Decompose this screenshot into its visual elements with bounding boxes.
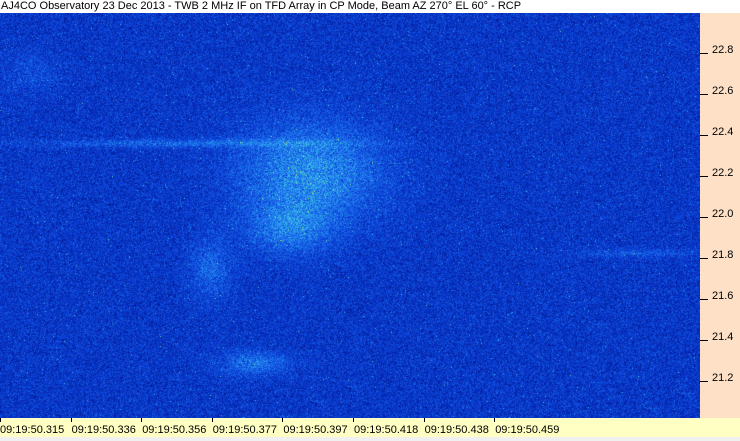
spectrogram-heatmap xyxy=(0,13,700,418)
y-tick-label: 21.4 xyxy=(712,331,734,343)
x-tick-label: 09:19:50.438 xyxy=(424,424,489,436)
x-tick xyxy=(211,418,213,422)
y-tick xyxy=(700,53,708,54)
x-tick-label: 09:19:50.315 xyxy=(0,424,65,436)
y-tick-label: 22.4 xyxy=(712,126,734,138)
y-tick-label: 22.6 xyxy=(712,85,734,97)
y-tick xyxy=(700,135,708,136)
y-tick xyxy=(700,217,708,218)
x-tick xyxy=(141,418,143,422)
x-tick-label: 09:19:50.397 xyxy=(283,424,348,436)
y-tick xyxy=(700,381,708,382)
y-tick-label: 22.2 xyxy=(712,167,734,179)
x-tick-label: 09:19:50.459 xyxy=(495,424,560,436)
x-tick xyxy=(0,418,1,422)
x-tick xyxy=(70,418,72,422)
x-tick-label: 09:19:50.336 xyxy=(71,424,136,436)
x-tick-label: 09:19:50.356 xyxy=(142,424,207,436)
x-tick xyxy=(282,418,284,422)
frequency-axis: 22.8 22.6 22.4 22.2 22.0 21.8 21.6 21.4 21.2 xyxy=(700,13,740,418)
y-tick-label: 22.8 xyxy=(712,44,734,56)
y-tick-label: 21.6 xyxy=(712,290,734,302)
y-tick-label: 21.8 xyxy=(712,249,734,261)
y-tick xyxy=(700,176,708,177)
time-axis: 09:19:50.315 09:19:50.336 09:19:50.356 09:1… xyxy=(0,418,740,437)
y-tick-label: 22.0 xyxy=(712,208,734,220)
y-tick xyxy=(700,258,708,259)
chart-title: AJ4CO Observatory 23 Dec 2013 - TWB 2 MH… xyxy=(0,0,740,13)
x-tick xyxy=(353,418,354,422)
x-tick xyxy=(423,418,425,422)
y-tick xyxy=(700,299,708,300)
x-tick-label: 09:19:50.418 xyxy=(354,424,419,436)
y-tick-label: 21.2 xyxy=(712,372,734,384)
x-tick xyxy=(494,418,496,422)
y-tick xyxy=(700,340,708,341)
y-tick xyxy=(700,94,708,95)
x-tick-label: 09:19:50.377 xyxy=(212,424,278,436)
